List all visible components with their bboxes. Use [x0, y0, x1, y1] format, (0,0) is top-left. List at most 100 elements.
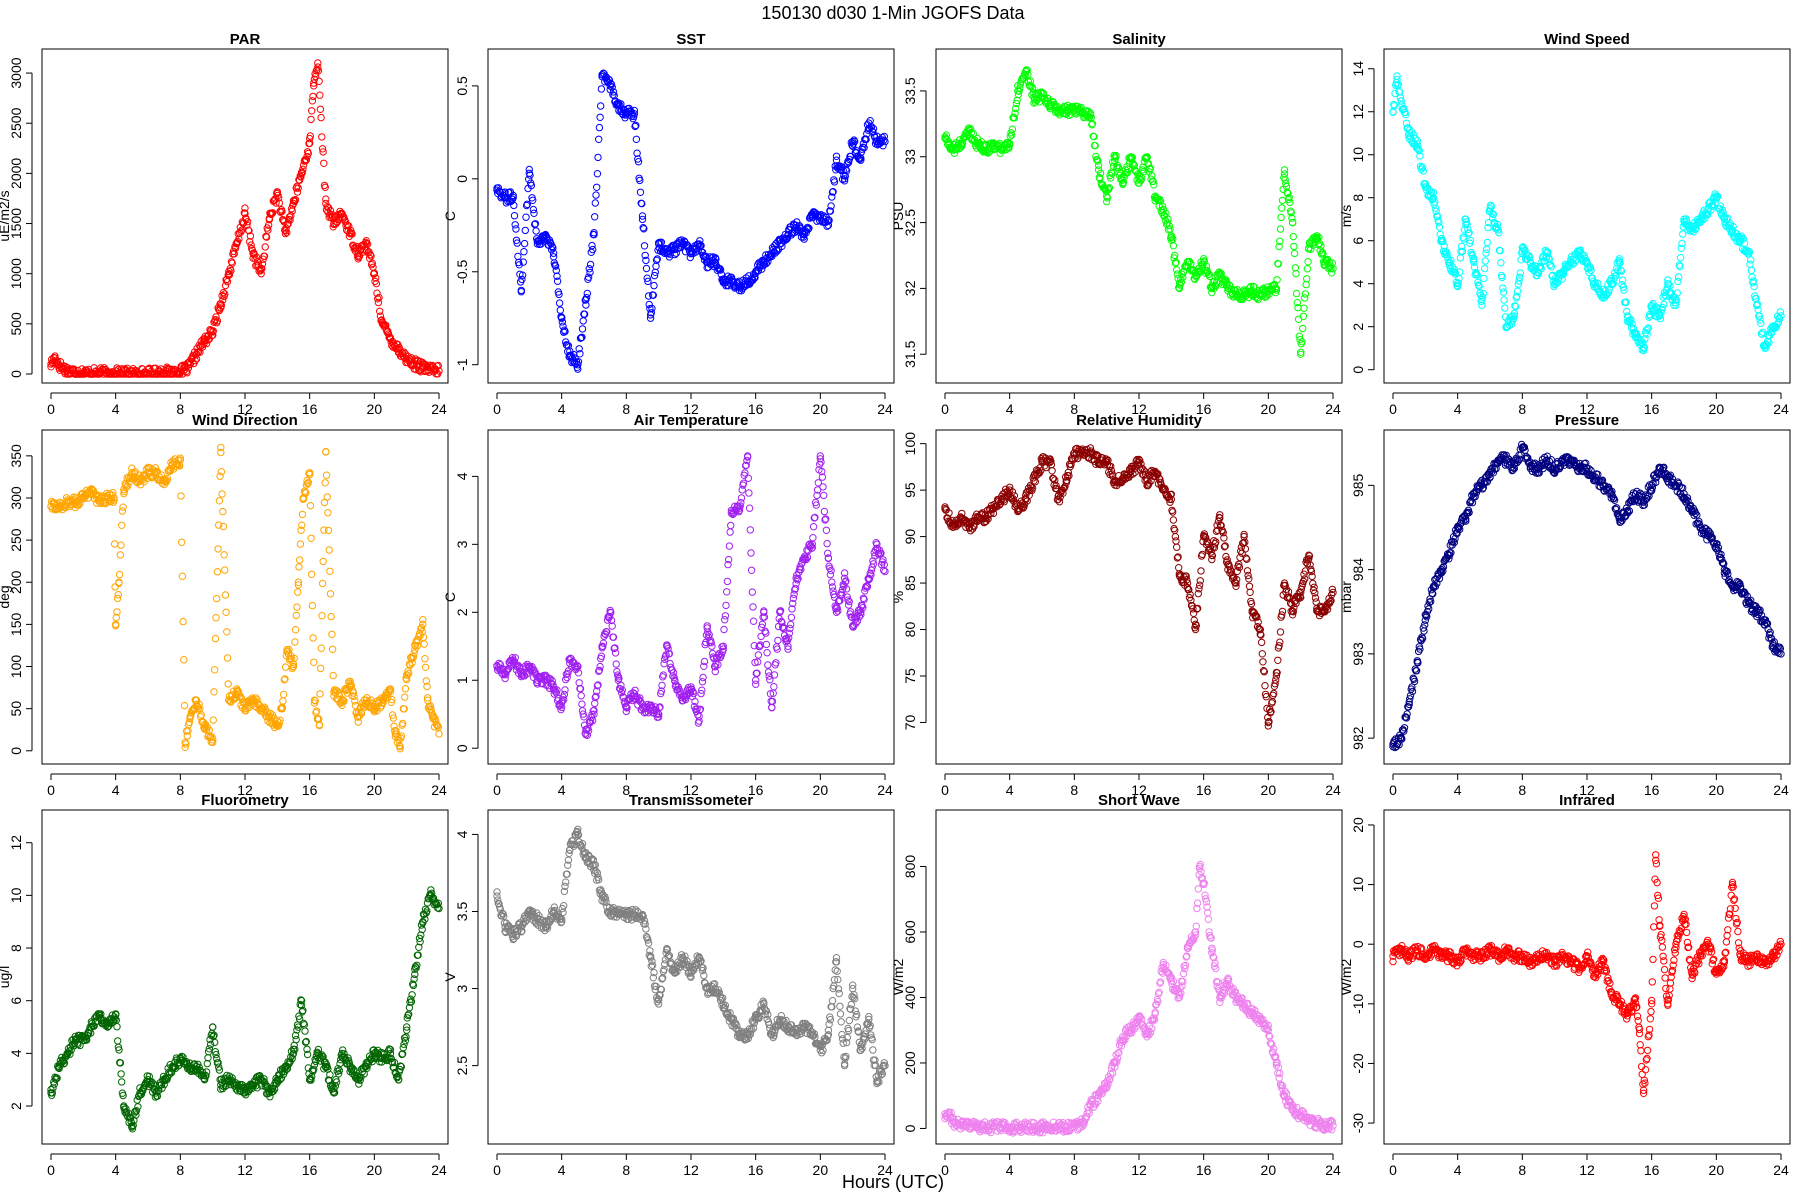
data-point: [63, 367, 71, 375]
x-tick-label: 8: [176, 401, 184, 417]
data-point: [306, 502, 315, 510]
data-point: [648, 304, 656, 313]
x-tick-label: 24: [1773, 401, 1789, 417]
data-point: [551, 262, 560, 270]
y-tick-label: 4: [1350, 280, 1366, 288]
data-point: [512, 225, 520, 233]
data-point: [1288, 218, 1297, 227]
data-point: [223, 654, 232, 662]
data-point: [820, 507, 829, 516]
data-point: [192, 350, 201, 358]
data-point: [292, 611, 300, 620]
data-point: [317, 664, 325, 673]
data-point: [320, 159, 328, 168]
data-point: [749, 603, 757, 611]
x-tick-label: 0: [47, 782, 55, 798]
x-tick-label: 24: [1325, 401, 1341, 417]
y-tick-label: 0: [454, 744, 470, 752]
y-tick-label: 2: [1350, 323, 1366, 331]
data-point: [1435, 223, 1444, 231]
data-point: [609, 91, 617, 99]
data-point: [204, 336, 212, 344]
x-tick-label: 4: [1454, 782, 1462, 798]
data-point: [338, 209, 346, 218]
data-point: [547, 245, 556, 254]
data-point: [297, 173, 305, 181]
data-point: [326, 206, 335, 215]
data-point: [291, 626, 300, 634]
data-point: [246, 232, 255, 240]
data-point: [314, 59, 322, 67]
y-tick-label: 0.5: [454, 76, 470, 96]
data-point: [745, 489, 753, 497]
data-point: [593, 183, 601, 192]
data-point: [1301, 290, 1310, 298]
data-point: [1261, 682, 1269, 690]
data-point: [751, 273, 759, 282]
x-tick-label: 20: [367, 782, 383, 798]
data-point: [297, 169, 306, 178]
data-point: [596, 113, 604, 122]
data-point: [575, 345, 583, 353]
data-point: [225, 270, 233, 278]
data-point: [1276, 225, 1285, 233]
data-point: [221, 591, 230, 599]
data-point: [558, 318, 566, 326]
y-tick-label: 985: [1350, 473, 1366, 497]
data-point: [523, 200, 531, 209]
data-point: [308, 97, 317, 105]
data-point: [246, 238, 254, 246]
data-point: [200, 340, 208, 348]
data-point: [809, 534, 817, 542]
data-point: [643, 274, 651, 282]
data-point: [605, 76, 614, 84]
data-point: [191, 356, 199, 365]
data-points: [1389, 72, 1785, 355]
data-point: [749, 617, 758, 625]
y-axis-label: C: [442, 592, 458, 602]
y-tick-label: 14: [1350, 61, 1366, 77]
y-axis-label: PSU: [890, 202, 906, 231]
data-point: [634, 158, 643, 166]
data-point: [308, 601, 317, 610]
data-point: [1290, 249, 1299, 258]
data-point: [250, 251, 259, 259]
data-point: [247, 241, 255, 249]
data-point: [1499, 288, 1508, 296]
data-point: [427, 366, 435, 374]
y-tick-label: 3: [454, 540, 470, 548]
data-point: [401, 693, 409, 701]
data-point: [374, 298, 383, 307]
data-point: [589, 245, 597, 254]
data-point: [346, 229, 354, 238]
data-point: [585, 265, 593, 273]
y-tick-label: 1500: [8, 208, 24, 239]
data-point: [823, 539, 831, 548]
y-tick-label: 10: [1350, 147, 1366, 163]
data-point: [212, 313, 220, 321]
plot-frame: [41, 48, 449, 384]
data-point: [1276, 628, 1285, 636]
data-point: [590, 229, 598, 237]
data-point: [328, 630, 336, 638]
data-point: [1258, 650, 1267, 658]
data-point: [1257, 638, 1266, 647]
data-point: [1278, 196, 1287, 205]
data-point: [699, 673, 707, 682]
x-tick-label: 4: [1006, 782, 1014, 798]
figure-title: 150130 d030 1-Min JGOFS Data: [761, 3, 1025, 23]
data-point: [231, 244, 240, 252]
data-point: [521, 226, 529, 235]
data-point: [312, 67, 321, 75]
data-point: [754, 651, 763, 659]
data-point: [580, 310, 589, 318]
data-point: [552, 266, 560, 275]
data-point: [211, 666, 219, 674]
data-point: [115, 570, 124, 579]
data-point: [213, 568, 222, 576]
x-tick-label: 4: [558, 401, 566, 417]
data-point: [210, 688, 218, 696]
data-point: [774, 636, 782, 645]
